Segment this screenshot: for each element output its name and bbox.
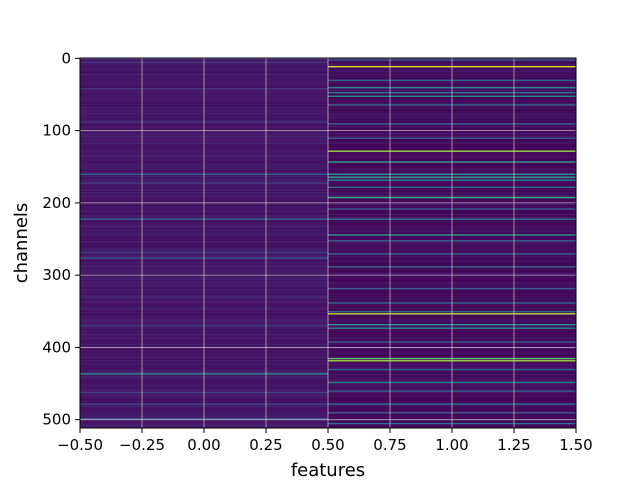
y-axis-label: channels — [11, 203, 32, 284]
x-tick-label: 0.25 — [249, 436, 282, 454]
plot-area — [79, 57, 577, 429]
y-tick-label: 300 — [42, 266, 71, 284]
x-tick-label: 0.00 — [187, 436, 220, 454]
x-axis: −0.50 −0.25 0.00 0.25 0.50 0.75 1.00 1.25 1.50 — [57, 428, 593, 454]
x-tick-label: 0.75 — [373, 436, 406, 454]
y-tick-label: 200 — [42, 194, 71, 212]
y-tick-label: 400 — [42, 338, 71, 356]
y-axis: 0 100 200 300 400 500 — [42, 49, 80, 429]
x-tick-label: 1.50 — [559, 436, 592, 454]
x-tick-label: 1.00 — [435, 436, 468, 454]
y-tick-label: 500 — [42, 411, 71, 429]
y-tick-label: 100 — [42, 122, 71, 140]
y-tick-label: 0 — [61, 49, 71, 67]
x-tick-label: −0.25 — [119, 436, 165, 454]
x-axis-label: features — [291, 460, 365, 480]
x-tick-label: 1.25 — [497, 436, 530, 454]
x-tick-label: −0.50 — [57, 436, 103, 454]
x-tick-label: 0.50 — [311, 436, 344, 454]
